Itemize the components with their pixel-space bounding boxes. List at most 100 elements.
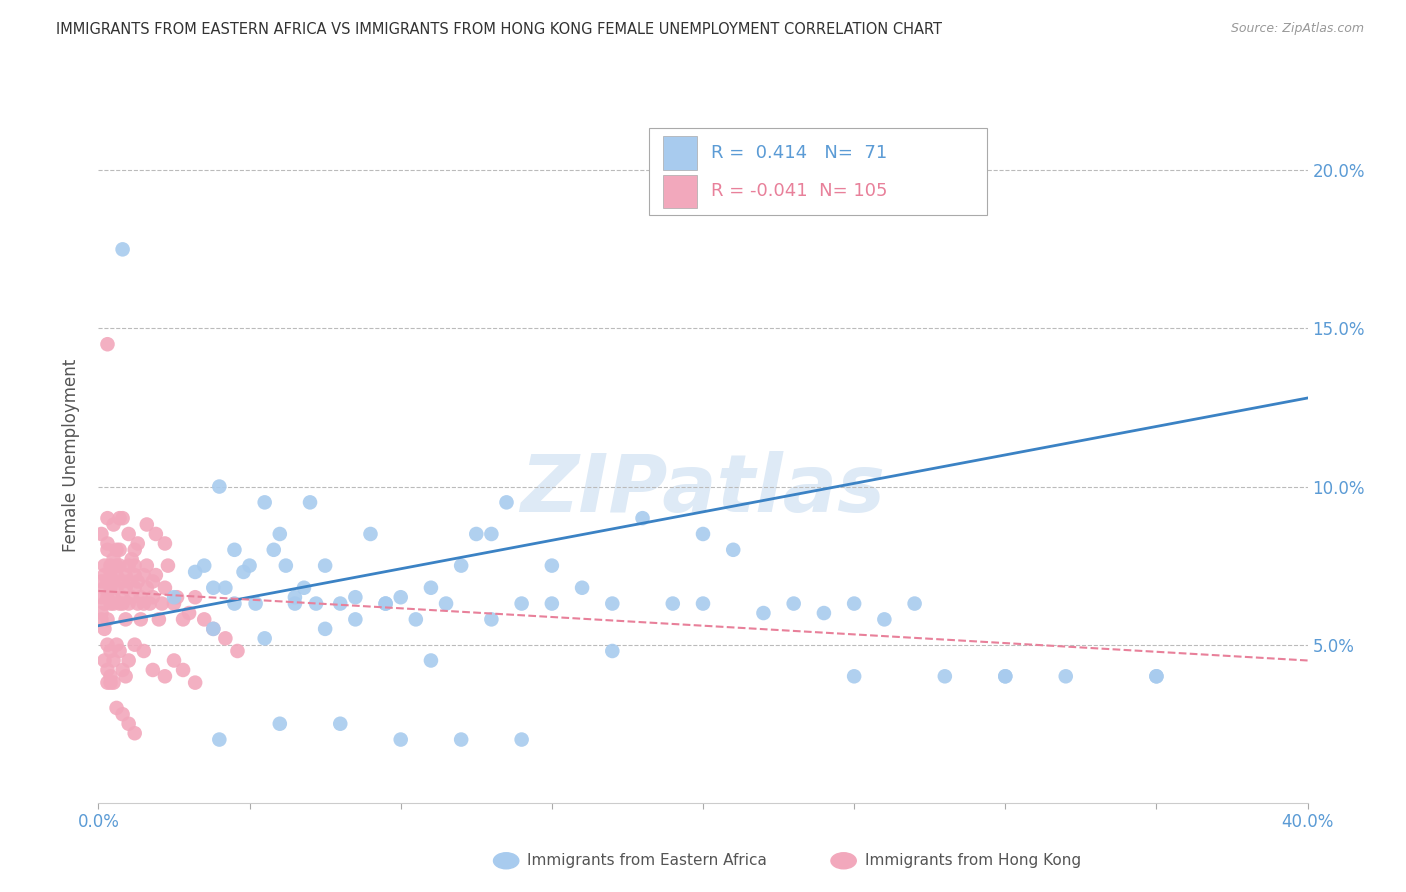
Point: [813, 606, 835, 620]
Point: [1144, 669, 1167, 683]
Point: [208, 732, 231, 747]
Point: [389, 591, 412, 605]
Point: [90, 574, 112, 589]
Point: [135, 581, 157, 595]
Point: [124, 568, 146, 582]
Point: [389, 732, 412, 747]
Point: [510, 597, 533, 611]
Point: [374, 597, 396, 611]
Point: [263, 542, 285, 557]
Point: [103, 653, 125, 667]
Point: [105, 581, 128, 595]
Point: [142, 663, 165, 677]
Point: [450, 732, 472, 747]
Point: [111, 663, 134, 677]
Point: [153, 581, 176, 595]
Point: [96, 675, 118, 690]
Point: [103, 517, 125, 532]
Point: [100, 568, 122, 582]
Point: [994, 669, 1017, 683]
Point: [96, 663, 118, 677]
Point: [163, 597, 186, 611]
Point: [96, 612, 118, 626]
Point: [692, 527, 714, 541]
Point: [481, 527, 503, 541]
Point: [239, 558, 262, 573]
Point: [111, 597, 134, 611]
Point: [118, 574, 141, 589]
Point: [90, 612, 112, 626]
Point: [284, 597, 307, 611]
Point: [184, 591, 207, 605]
Point: [105, 638, 128, 652]
Point: [232, 565, 254, 579]
Point: [118, 558, 141, 573]
Point: [111, 591, 134, 605]
Point: [105, 558, 128, 573]
Point: [135, 558, 157, 573]
Point: [93, 653, 115, 667]
Point: [208, 479, 231, 493]
Point: [103, 675, 125, 690]
Point: [269, 527, 291, 541]
Point: [602, 597, 624, 611]
Point: [118, 653, 141, 667]
Point: [540, 597, 562, 611]
Point: [90, 527, 112, 541]
Point: [314, 622, 336, 636]
Point: [93, 558, 115, 573]
Point: [111, 574, 134, 589]
Point: [148, 612, 170, 626]
Point: [100, 644, 122, 658]
Point: [121, 591, 143, 605]
Point: [111, 707, 134, 722]
Point: [253, 632, 276, 646]
Point: [245, 597, 267, 611]
Point: [90, 591, 112, 605]
Text: Source: ZipAtlas.com: Source: ZipAtlas.com: [1230, 22, 1364, 36]
Point: [723, 542, 745, 557]
Y-axis label: Female Unemployment: Female Unemployment: [62, 359, 80, 551]
Point: [329, 597, 352, 611]
Point: [631, 511, 654, 525]
Point: [420, 581, 443, 595]
Point: [100, 597, 122, 611]
Point: [127, 574, 149, 589]
Point: [108, 558, 131, 573]
Point: [93, 622, 115, 636]
Point: [153, 669, 176, 683]
Point: [873, 612, 896, 626]
Point: [571, 581, 593, 595]
Point: [96, 511, 118, 525]
Point: [172, 663, 194, 677]
Point: [224, 597, 246, 611]
Point: [114, 612, 136, 626]
Point: [108, 542, 131, 557]
Point: [103, 574, 125, 589]
Point: [124, 726, 146, 740]
Point: [145, 527, 167, 541]
Point: [129, 612, 152, 626]
Point: [142, 591, 165, 605]
Point: [752, 606, 775, 620]
Point: [124, 581, 146, 595]
Point: [150, 597, 173, 611]
Text: R = -0.041  N= 105: R = -0.041 N= 105: [711, 182, 889, 200]
Point: [132, 568, 155, 582]
Point: [100, 669, 122, 683]
Point: [214, 581, 236, 595]
Point: [329, 716, 352, 731]
Point: [214, 632, 236, 646]
Point: [274, 558, 297, 573]
Point: [90, 606, 112, 620]
Point: [662, 597, 685, 611]
Point: [226, 644, 249, 658]
Point: [111, 511, 134, 525]
Text: IMMIGRANTS FROM EASTERN AFRICA VS IMMIGRANTS FROM HONG KONG FEMALE UNEMPLOYMENT : IMMIGRANTS FROM EASTERN AFRICA VS IMMIGR…: [56, 22, 942, 37]
Point: [96, 337, 118, 351]
Point: [108, 597, 131, 611]
Point: [344, 591, 367, 605]
Point: [434, 597, 457, 611]
Point: [166, 591, 188, 605]
Point: [405, 612, 427, 626]
